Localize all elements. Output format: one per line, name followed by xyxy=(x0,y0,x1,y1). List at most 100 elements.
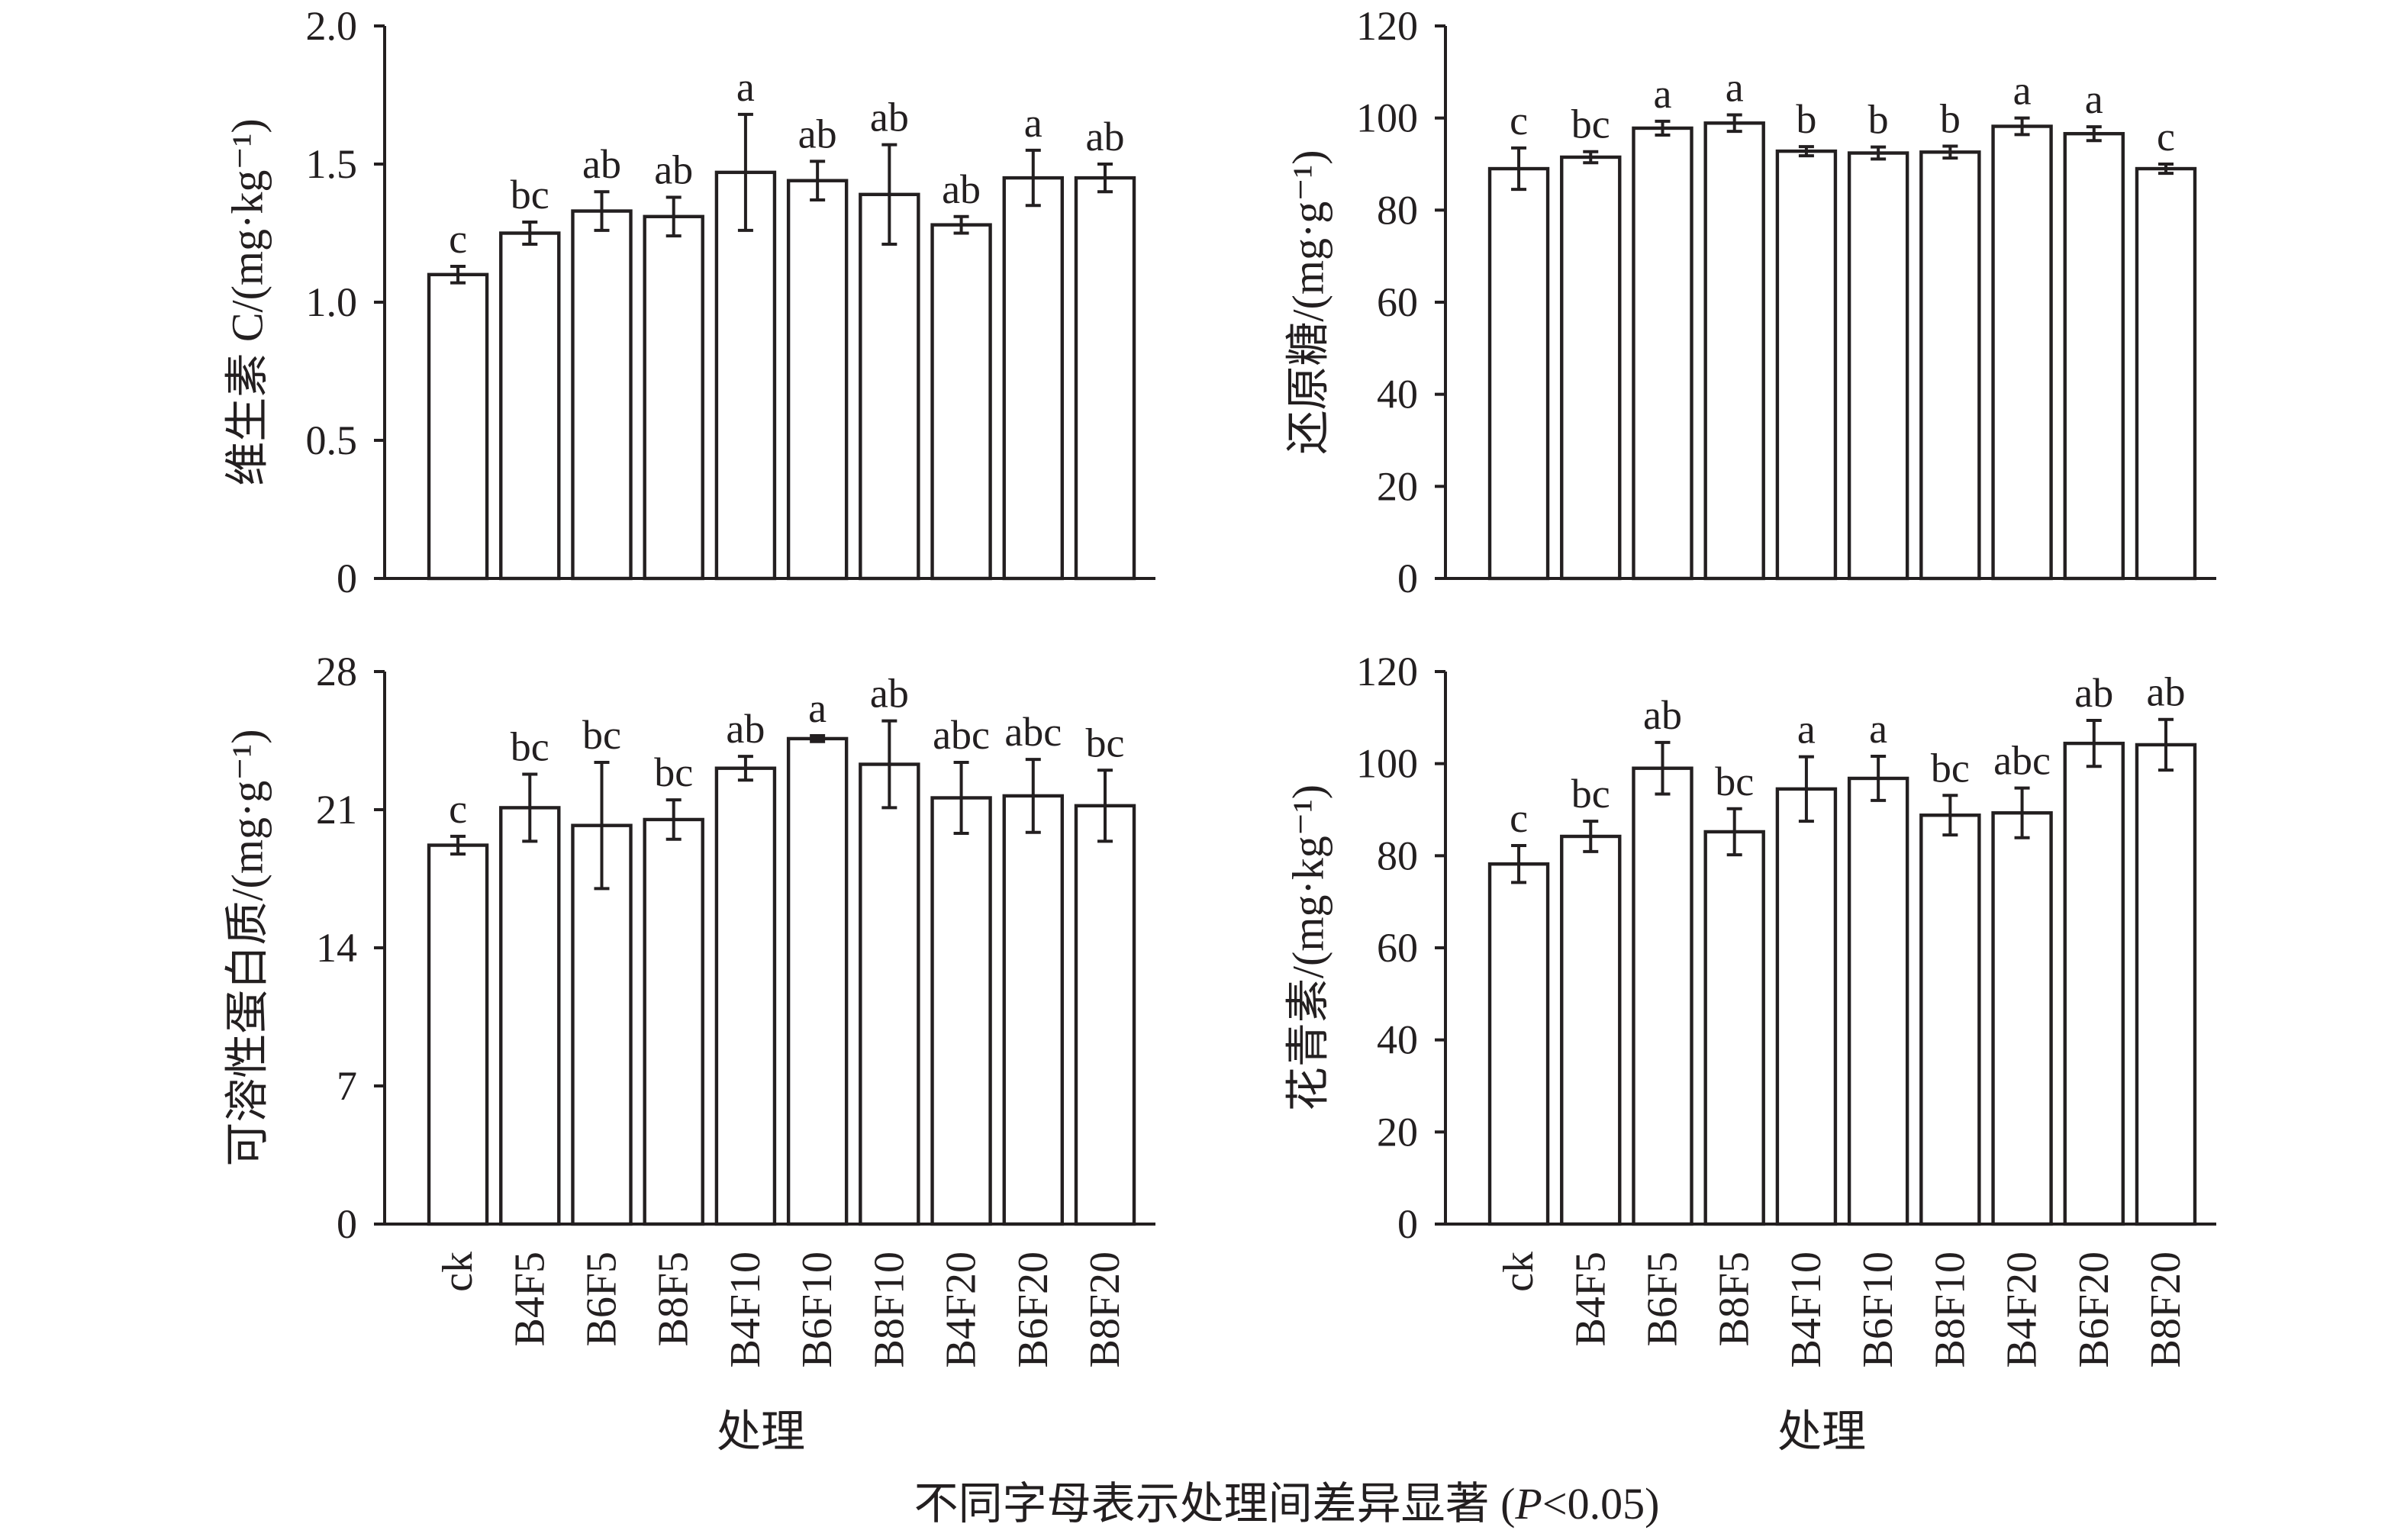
significance-letter: ab xyxy=(654,147,693,192)
y-tick-label: 0.5 xyxy=(306,417,358,463)
y-tick-label: 120 xyxy=(1356,649,1418,694)
x-tick-label: B6F10 xyxy=(794,1252,841,1368)
x-tick-label: B4F5 xyxy=(1567,1252,1614,1347)
error-bar xyxy=(1025,758,1041,834)
x-tick-label: B8F20 xyxy=(2142,1252,2190,1368)
error-bar xyxy=(810,734,826,743)
bar-B8F20 xyxy=(1074,804,1136,1226)
y-tick-label: 100 xyxy=(1356,95,1418,141)
y-tick-label: 0 xyxy=(337,556,357,601)
error-bar xyxy=(522,772,538,843)
x-tick-label: B6F10 xyxy=(1855,1252,1902,1368)
error-bar xyxy=(1097,163,1113,194)
bar-B4F10 xyxy=(714,766,777,1226)
y-tick-label: 20 xyxy=(1377,463,1418,509)
significance-letter: bc xyxy=(1086,720,1125,765)
significance-letter: ab xyxy=(870,671,909,717)
bar-B6F10 xyxy=(1847,776,1909,1226)
significance-letter: ab xyxy=(2074,670,2113,716)
y-tick-label: 7 xyxy=(337,1063,357,1109)
bar-B4F20 xyxy=(930,223,992,581)
error-bar xyxy=(2158,717,2174,772)
error-bar xyxy=(450,264,466,285)
y-axis-label: 维生素 C/(mg·kg⁻¹) xyxy=(223,118,272,485)
y-axis-label: 可溶性蛋白质/(mg·g⁻¹) xyxy=(223,729,272,1166)
bar-B6F5 xyxy=(1632,766,1693,1226)
bar-B8F10 xyxy=(859,762,920,1226)
significance-letter: a xyxy=(1024,100,1042,146)
y-tick-label: 0 xyxy=(1397,1201,1418,1247)
error-bar xyxy=(737,755,753,782)
significance-letter: abc xyxy=(1993,738,2051,784)
x-tick-label: B4F10 xyxy=(722,1252,769,1368)
error-bar xyxy=(665,195,682,238)
bar-B4F10 xyxy=(714,170,777,581)
significance-letter: c xyxy=(449,786,467,832)
error-bar xyxy=(881,143,897,246)
significance-letter: ab xyxy=(726,706,765,752)
significance-letter: abc xyxy=(933,712,990,758)
y-tick-label: 0 xyxy=(1397,556,1418,601)
error-bar xyxy=(1871,145,1887,161)
error-bar xyxy=(450,834,466,856)
y-axis-label: 还原糖/(mg·g⁻¹) xyxy=(1284,150,1333,454)
bar-B6F20 xyxy=(2063,131,2125,581)
error-bar xyxy=(1583,150,1599,165)
x-tick-label: B8F5 xyxy=(650,1252,698,1347)
y-tick-label: 2.0 xyxy=(306,3,358,49)
bar-B8F10 xyxy=(1919,813,1981,1226)
x-axis-label: 处理 xyxy=(717,1407,805,1457)
significance-letter: c xyxy=(2157,114,2175,159)
y-tick-label: 21 xyxy=(316,787,357,833)
x-tick-label: B6F5 xyxy=(578,1252,625,1347)
significance-letter: c xyxy=(449,216,467,262)
bar-B4F20 xyxy=(930,796,992,1226)
x-tick-label: B6F20 xyxy=(1010,1252,1057,1368)
error-bar xyxy=(1726,113,1742,134)
error-bar xyxy=(2086,718,2102,768)
bar-B8F20 xyxy=(1074,176,1136,581)
y-tick-label: 40 xyxy=(1377,1017,1418,1063)
bar-B4F5 xyxy=(1560,834,1622,1226)
y-tick-label: 120 xyxy=(1356,3,1418,49)
y-tick-label: 60 xyxy=(1377,279,1418,325)
significance-letter: b xyxy=(1796,96,1816,142)
error-bar xyxy=(2014,786,2030,839)
bar-B8F5 xyxy=(1703,830,1765,1226)
bar-B6F20 xyxy=(1002,176,1065,581)
error-bar xyxy=(665,798,682,841)
error-bar xyxy=(737,112,753,232)
x-tick-label: B4F20 xyxy=(938,1252,985,1368)
significance-letter: ab xyxy=(870,95,909,140)
caption-prefix: 不同字母表示处理间差异显著 ( xyxy=(914,1479,1516,1529)
y-tick-label: 40 xyxy=(1377,372,1418,417)
significance-letter: ab xyxy=(2147,669,2186,715)
error-bar xyxy=(1798,755,1814,823)
error-bar xyxy=(1583,820,1599,853)
significance-letter: ab xyxy=(798,111,837,156)
bar-B6F5 xyxy=(571,823,633,1226)
bar-B6F10 xyxy=(786,736,849,1226)
significance-letter: a xyxy=(808,685,827,731)
significance-letter: ab xyxy=(1086,114,1125,159)
bar-ck xyxy=(427,843,489,1226)
caption-p-symbol: P xyxy=(1514,1479,1542,1529)
error-bar xyxy=(522,221,538,246)
bar-B6F5 xyxy=(1632,126,1693,581)
error-bar xyxy=(1511,844,1527,884)
error-bar xyxy=(1942,144,1958,160)
significance-letter: bc xyxy=(654,749,693,795)
error-bar xyxy=(1798,145,1814,158)
x-tick-label: B4F5 xyxy=(506,1252,553,1347)
significance-letter: a xyxy=(2013,68,2032,114)
x-tick-label: B8F10 xyxy=(865,1252,913,1368)
significance-letter: abc xyxy=(1004,709,1062,755)
significance-letter: ab xyxy=(942,166,981,212)
bar-B4F10 xyxy=(1775,149,1838,581)
error-bar xyxy=(810,159,826,202)
bar-B8F10 xyxy=(1919,150,1981,581)
bar-B8F5 xyxy=(643,817,704,1226)
